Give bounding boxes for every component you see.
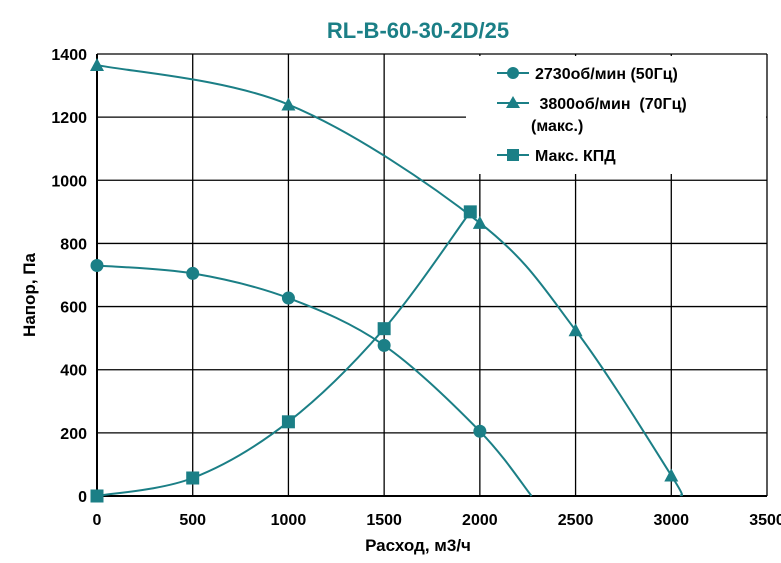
y-tick-label: 1200: [51, 110, 87, 127]
data-point-square: [186, 471, 200, 485]
y-tick-label: 1000: [51, 173, 87, 190]
legend-entry-1: 2730об/мин (50Гц): [535, 66, 678, 83]
data-point-square: [90, 489, 104, 503]
series-line-3: [96, 211, 472, 497]
legend-marker-circle: [507, 67, 519, 79]
data-point-circle: [186, 266, 200, 280]
series-line-1: [96, 264, 533, 497]
y-axis-label: Напор, Па: [20, 253, 39, 337]
x-tick-label: 500: [179, 512, 206, 529]
x-tick-label: 2500: [558, 512, 594, 529]
legend-entry-2: 3800об/мин (70Гц): [535, 96, 687, 113]
data-point-square: [463, 205, 477, 219]
x-tick-label: 1500: [366, 512, 402, 529]
data-point-circle: [90, 259, 104, 273]
x-tick-label: 3500: [749, 512, 781, 529]
data-point-triangle: [472, 215, 487, 229]
legend-marker-square: [507, 149, 519, 161]
y-tick-label: 200: [60, 426, 87, 443]
data-point-triangle: [664, 468, 679, 482]
series: [90, 58, 684, 503]
y-tick-label: 600: [60, 300, 87, 317]
data-point-triangle: [568, 323, 583, 337]
data-point-triangle: [90, 58, 104, 72]
y-tick-label: 1400: [51, 47, 87, 64]
x-tick-label: 0: [93, 512, 102, 529]
data-point-square: [377, 322, 391, 336]
legend-entry-3: Макс. КПД: [535, 148, 616, 165]
legend-entry-2-line2: (макс.): [531, 118, 583, 135]
x-tick-label: 1000: [271, 512, 307, 529]
legend: 2730об/мин (50Гц) 3800об/мин (70Гц) (мак…: [466, 56, 766, 174]
chart-title: RL-B-60-30-2D/25: [327, 18, 509, 43]
legend-marker-triangle: [506, 96, 520, 108]
data-point-circle: [473, 424, 487, 438]
data-point-square: [281, 415, 295, 429]
y-tick-label: 800: [60, 236, 87, 253]
data-point-circle: [281, 291, 295, 305]
y-tick-label: 0: [78, 489, 87, 506]
x-tick-label: 3000: [653, 512, 689, 529]
x-tick-label: 2000: [462, 512, 498, 529]
tick-labels: 0 500 1000 1500 2000 2500 3000 3500 0 200 400 600 80…: [51, 47, 781, 529]
x-axis-label: Расход, м3/ч: [365, 536, 471, 555]
data-point-triangle: [281, 97, 296, 111]
series-line-2: [96, 64, 684, 497]
y-tick-label: 400: [60, 363, 87, 380]
data-point-circle: [377, 338, 391, 352]
